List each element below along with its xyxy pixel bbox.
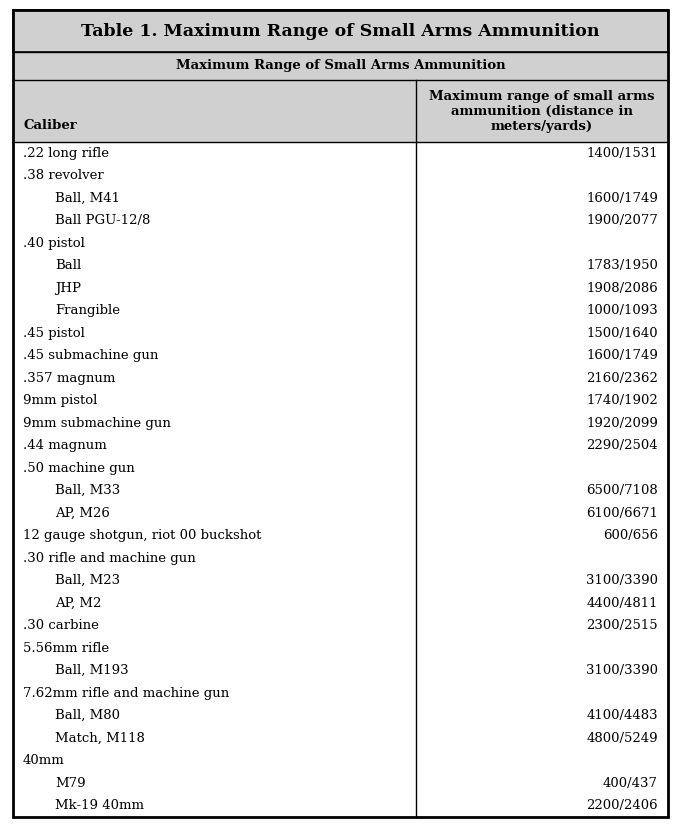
Bar xyxy=(13,795,668,817)
Bar xyxy=(13,390,668,412)
Text: 4800/5249: 4800/5249 xyxy=(586,732,658,745)
Text: 7.62mm rifle and machine gun: 7.62mm rifle and machine gun xyxy=(23,686,229,700)
Text: Ball, M80: Ball, M80 xyxy=(55,710,120,722)
Text: .22 long rifle: .22 long rifle xyxy=(23,146,109,160)
Text: 2160/2362: 2160/2362 xyxy=(586,372,658,385)
Text: 1783/1950: 1783/1950 xyxy=(586,259,658,272)
Bar xyxy=(13,255,668,277)
Bar xyxy=(13,749,668,772)
Text: .45 submachine gun: .45 submachine gun xyxy=(23,349,159,362)
Bar xyxy=(13,187,668,209)
Bar xyxy=(13,570,668,592)
Text: .50 machine gun: .50 machine gun xyxy=(23,461,135,475)
Text: 5.56mm rifle: 5.56mm rifle xyxy=(23,642,109,655)
Text: Maximum range of small arms
ammunition (distance in
meters/yards): Maximum range of small arms ammunition (… xyxy=(429,89,654,132)
Text: 40mm: 40mm xyxy=(23,754,65,767)
Text: .40 pistol: .40 pistol xyxy=(23,237,85,250)
Text: 6100/6671: 6100/6671 xyxy=(586,507,658,519)
Text: .357 magnum: .357 magnum xyxy=(23,372,115,385)
Bar xyxy=(13,80,668,142)
Bar xyxy=(13,277,668,299)
Text: 9mm pistol: 9mm pistol xyxy=(23,394,97,407)
Bar xyxy=(13,412,668,434)
Text: Ball, M41: Ball, M41 xyxy=(55,192,120,205)
Text: 1000/1093: 1000/1093 xyxy=(586,304,658,318)
Text: .44 magnum: .44 magnum xyxy=(23,439,107,452)
Bar xyxy=(13,727,668,749)
Text: 2200/2406: 2200/2406 xyxy=(586,799,658,812)
Text: Ball: Ball xyxy=(55,259,81,272)
Text: 1600/1749: 1600/1749 xyxy=(586,192,658,205)
Text: Ball, M33: Ball, M33 xyxy=(55,485,121,497)
Bar xyxy=(13,502,668,524)
Text: 600/656: 600/656 xyxy=(603,529,658,543)
Bar xyxy=(13,322,668,345)
Bar xyxy=(13,10,668,52)
Text: 2300/2515: 2300/2515 xyxy=(586,619,658,633)
Bar xyxy=(13,165,668,187)
Text: Mk-19 40mm: Mk-19 40mm xyxy=(55,799,144,812)
Bar xyxy=(13,142,668,165)
Text: 1740/1902: 1740/1902 xyxy=(586,394,658,407)
Text: 1900/2077: 1900/2077 xyxy=(586,214,658,227)
Bar xyxy=(13,457,668,480)
Text: AP, M2: AP, M2 xyxy=(55,597,101,609)
Bar xyxy=(13,434,668,457)
Text: 3100/3390: 3100/3390 xyxy=(586,664,658,677)
Text: 1600/1749: 1600/1749 xyxy=(586,349,658,362)
Bar xyxy=(13,614,668,637)
Bar xyxy=(13,52,668,80)
Text: Table 1. Maximum Range of Small Arms Ammunition: Table 1. Maximum Range of Small Arms Amm… xyxy=(81,22,600,40)
Bar xyxy=(13,547,668,570)
Bar xyxy=(13,524,668,547)
Bar xyxy=(13,592,668,614)
Bar xyxy=(13,367,668,390)
Text: Ball, M193: Ball, M193 xyxy=(55,664,129,677)
Text: 2290/2504: 2290/2504 xyxy=(586,439,658,452)
Text: Match, M118: Match, M118 xyxy=(55,732,145,745)
Text: 4400/4811: 4400/4811 xyxy=(586,597,658,609)
Bar xyxy=(13,209,668,232)
Text: JHP: JHP xyxy=(55,282,81,294)
Text: 1920/2099: 1920/2099 xyxy=(586,417,658,430)
Bar xyxy=(13,772,668,795)
Text: 1400/1531: 1400/1531 xyxy=(586,146,658,160)
Text: 9mm submachine gun: 9mm submachine gun xyxy=(23,417,171,430)
Text: 1908/2086: 1908/2086 xyxy=(586,282,658,294)
Text: Ball PGU-12/8: Ball PGU-12/8 xyxy=(55,214,151,227)
Text: 1500/1640: 1500/1640 xyxy=(586,327,658,340)
Text: .30 rifle and machine gun: .30 rifle and machine gun xyxy=(23,552,195,565)
Bar xyxy=(13,659,668,682)
Text: Maximum Range of Small Arms Ammunition: Maximum Range of Small Arms Ammunition xyxy=(176,60,505,73)
Bar xyxy=(13,705,668,727)
Text: 6500/7108: 6500/7108 xyxy=(586,485,658,497)
Text: 12 gauge shotgun, riot 00 buckshot: 12 gauge shotgun, riot 00 buckshot xyxy=(23,529,262,543)
Text: 3100/3390: 3100/3390 xyxy=(586,574,658,587)
Bar xyxy=(13,345,668,367)
Bar xyxy=(13,480,668,502)
Text: .38 revolver: .38 revolver xyxy=(23,170,104,182)
Bar xyxy=(13,232,668,255)
Text: 400/437: 400/437 xyxy=(603,777,658,790)
Text: 4100/4483: 4100/4483 xyxy=(586,710,658,722)
Bar xyxy=(13,637,668,659)
Bar xyxy=(13,682,668,705)
Bar xyxy=(13,299,668,322)
Text: AP, M26: AP, M26 xyxy=(55,507,110,519)
Text: Caliber: Caliber xyxy=(23,119,77,132)
Text: Ball, M23: Ball, M23 xyxy=(55,574,120,587)
Text: .30 carbine: .30 carbine xyxy=(23,619,99,633)
Text: M79: M79 xyxy=(55,777,86,790)
Text: .45 pistol: .45 pistol xyxy=(23,327,85,340)
Text: Frangible: Frangible xyxy=(55,304,120,318)
